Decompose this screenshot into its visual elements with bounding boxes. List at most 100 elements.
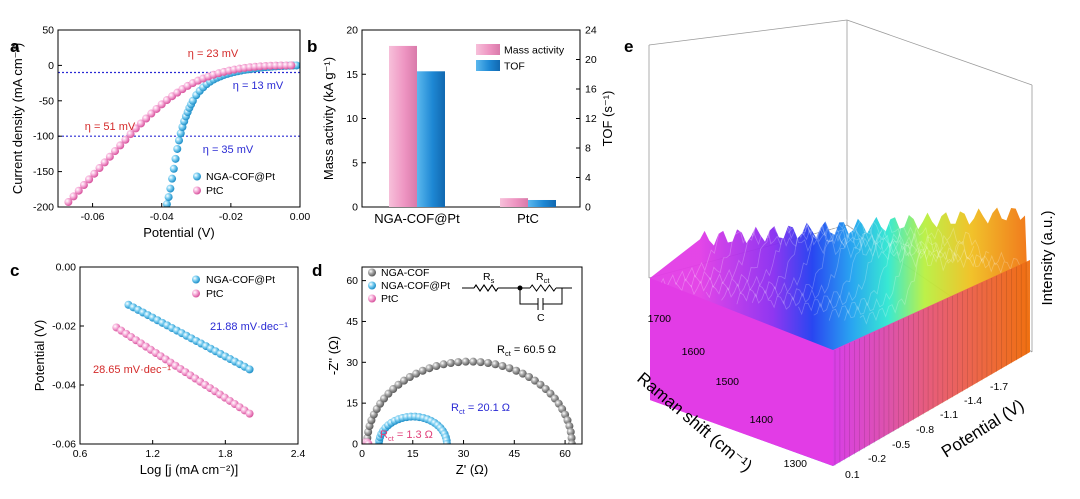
data-point-ptc bbox=[121, 135, 130, 144]
panel-c-chart: 0.6 1.2 1.8 2.4 0.00 -0.02 -0.04 -0.06 Log [j (m… bbox=[32, 262, 305, 478]
legend-marker bbox=[193, 186, 201, 195]
circuit-label: Rs bbox=[483, 271, 495, 285]
data-point-nga-cof bbox=[484, 358, 493, 367]
panel-a-plot-area bbox=[58, 61, 300, 207]
panel-a-ytick-label: -150 bbox=[33, 166, 54, 178]
raman-tick-label: 1600 bbox=[682, 346, 706, 358]
panel-e-xlabel: Potential (V) bbox=[938, 396, 1027, 462]
panel-d-ytick-label: 15 bbox=[346, 398, 358, 410]
raman-tick-label: 1300 bbox=[784, 458, 808, 470]
panel-a-xtick-label: -0.04 bbox=[150, 211, 174, 223]
raman-spectrum-line bbox=[659, 209, 821, 289]
annotation-rct-main: R bbox=[497, 344, 505, 356]
raman-spectrum-line bbox=[675, 209, 836, 292]
annotation-rct-sub: ct bbox=[459, 407, 466, 416]
data-point-ptc bbox=[126, 130, 135, 139]
panel-c-ytick-label: -0.04 bbox=[52, 380, 76, 392]
annotation-rct: Rct = 60.5 Ω bbox=[497, 344, 556, 358]
data-point-nga-cof@pt bbox=[175, 136, 183, 145]
panel-c-ytick-label: 0.00 bbox=[56, 262, 77, 274]
legend-marker bbox=[192, 275, 200, 284]
data-point-nga-cof bbox=[566, 428, 575, 437]
panel-d-ytick-label: 30 bbox=[346, 357, 358, 369]
panel-c-xtick-label: 2.4 bbox=[291, 448, 306, 460]
resistor-rct bbox=[529, 284, 557, 292]
raman-spectrum-line bbox=[736, 216, 898, 305]
data-point-nga-cof@pt bbox=[171, 154, 180, 163]
panel-b-category-label: NGA-COF@Pt bbox=[374, 211, 460, 226]
potential-tick-label: 0.1 bbox=[845, 469, 860, 481]
panel-d-chart: 0 15 30 45 60 0 15 30 45 60 Z' (Ω) -Z'' (Ω) NGA-COFN… bbox=[326, 266, 583, 477]
raman-spectrum-line bbox=[767, 220, 929, 309]
legend-label: NGA-COF bbox=[381, 267, 429, 279]
panel-b-ytick-label: 0 bbox=[352, 202, 358, 214]
raman-front-face bbox=[650, 278, 833, 466]
panel-a-ytick-label: -200 bbox=[33, 202, 54, 214]
panel-a-frame bbox=[57, 29, 301, 208]
annotation-overpotential: η = 23 mV bbox=[188, 48, 239, 60]
raman-tick-label: 1700 bbox=[648, 313, 672, 325]
panel-b-ytick-label: 5 bbox=[352, 157, 358, 169]
panel-a-xtick-label: 0.00 bbox=[290, 211, 311, 223]
panel-a-ytick-label: 50 bbox=[42, 25, 54, 37]
raman-side-face bbox=[833, 260, 1030, 466]
raman-spectrum-line bbox=[690, 212, 852, 296]
data-point-nga-cof@pt bbox=[245, 365, 254, 374]
legend-label: NGA-COF@Pt bbox=[381, 280, 450, 292]
raman-spectrum-line bbox=[751, 218, 913, 304]
annotation-tafel-slope: 28.65 mV·dec⁻¹ bbox=[93, 364, 171, 376]
box-edge bbox=[846, 19, 1033, 86]
potential-tick-label: -0.2 bbox=[868, 453, 886, 465]
panel-a-ytick-label: -50 bbox=[39, 95, 54, 107]
legend-swatch bbox=[476, 60, 500, 71]
data-point-nga-cof bbox=[525, 373, 534, 382]
data-point-ptc bbox=[74, 186, 83, 195]
data-point-nga-cof bbox=[425, 364, 434, 373]
data-point-nga-cof bbox=[439, 360, 448, 369]
data-point-ptc bbox=[69, 192, 78, 201]
panel-a-xtick-label: -0.02 bbox=[219, 211, 243, 223]
raman-spectrum-line bbox=[813, 226, 975, 316]
annotation-rct-sub: ct bbox=[505, 349, 512, 358]
annotation-overpotential: η = 13 mV bbox=[233, 80, 284, 92]
circuit-label-sub: ct bbox=[544, 276, 551, 285]
potential-tick-label: -0.5 bbox=[892, 439, 910, 451]
annotation-rct-value: = 60.5 Ω bbox=[511, 344, 556, 356]
panel-b-ytick-right-label: 16 bbox=[585, 84, 597, 96]
data-point-nga-cof@pt bbox=[176, 129, 185, 138]
annotation-rct-main: R bbox=[451, 402, 459, 414]
panel-b-category-label: PtC bbox=[517, 211, 539, 226]
data-point-nga-cof bbox=[412, 369, 421, 378]
panel-b-ytick-right-label: 24 bbox=[585, 25, 597, 37]
data-point-ptc bbox=[364, 440, 373, 444]
legend-marker bbox=[368, 294, 376, 303]
data-point-ptc bbox=[111, 147, 120, 156]
panel-c-xtick-label: 1.8 bbox=[218, 448, 233, 460]
raman-spectrum-line bbox=[782, 220, 944, 310]
data-point-nga-cof@pt bbox=[162, 200, 171, 207]
data-point-ptc bbox=[136, 119, 145, 128]
bar-tof bbox=[417, 71, 445, 207]
legend-marker bbox=[193, 172, 201, 181]
panel-a-ytick-label: 0 bbox=[48, 60, 54, 72]
panel-label-a: a bbox=[10, 37, 20, 56]
data-point-nga-cof bbox=[405, 373, 414, 382]
circuit-wire bbox=[543, 288, 563, 305]
panel-b-ytick-label: 15 bbox=[346, 69, 358, 81]
raman-spectrum-line bbox=[859, 231, 1021, 325]
annotation-rct: Rct = 20.1 Ω bbox=[451, 402, 510, 416]
data-point-ptc bbox=[142, 114, 151, 123]
data-point-nga-cof bbox=[469, 357, 478, 366]
panel-c-xlabel: Log [j (mA cm⁻²)] bbox=[140, 462, 239, 477]
data-point-ptc bbox=[147, 109, 156, 118]
legend-swatch bbox=[476, 44, 500, 55]
data-point-nga-cof bbox=[432, 362, 441, 371]
panel-c-frame bbox=[79, 266, 299, 445]
legend-label: PtC bbox=[206, 185, 224, 197]
data-point-nga-cof bbox=[491, 360, 500, 369]
bar-mass-activity bbox=[500, 198, 528, 207]
data-point-nga-cof bbox=[567, 440, 576, 444]
panel-d-xlabel: Z' (Ω) bbox=[456, 462, 488, 477]
